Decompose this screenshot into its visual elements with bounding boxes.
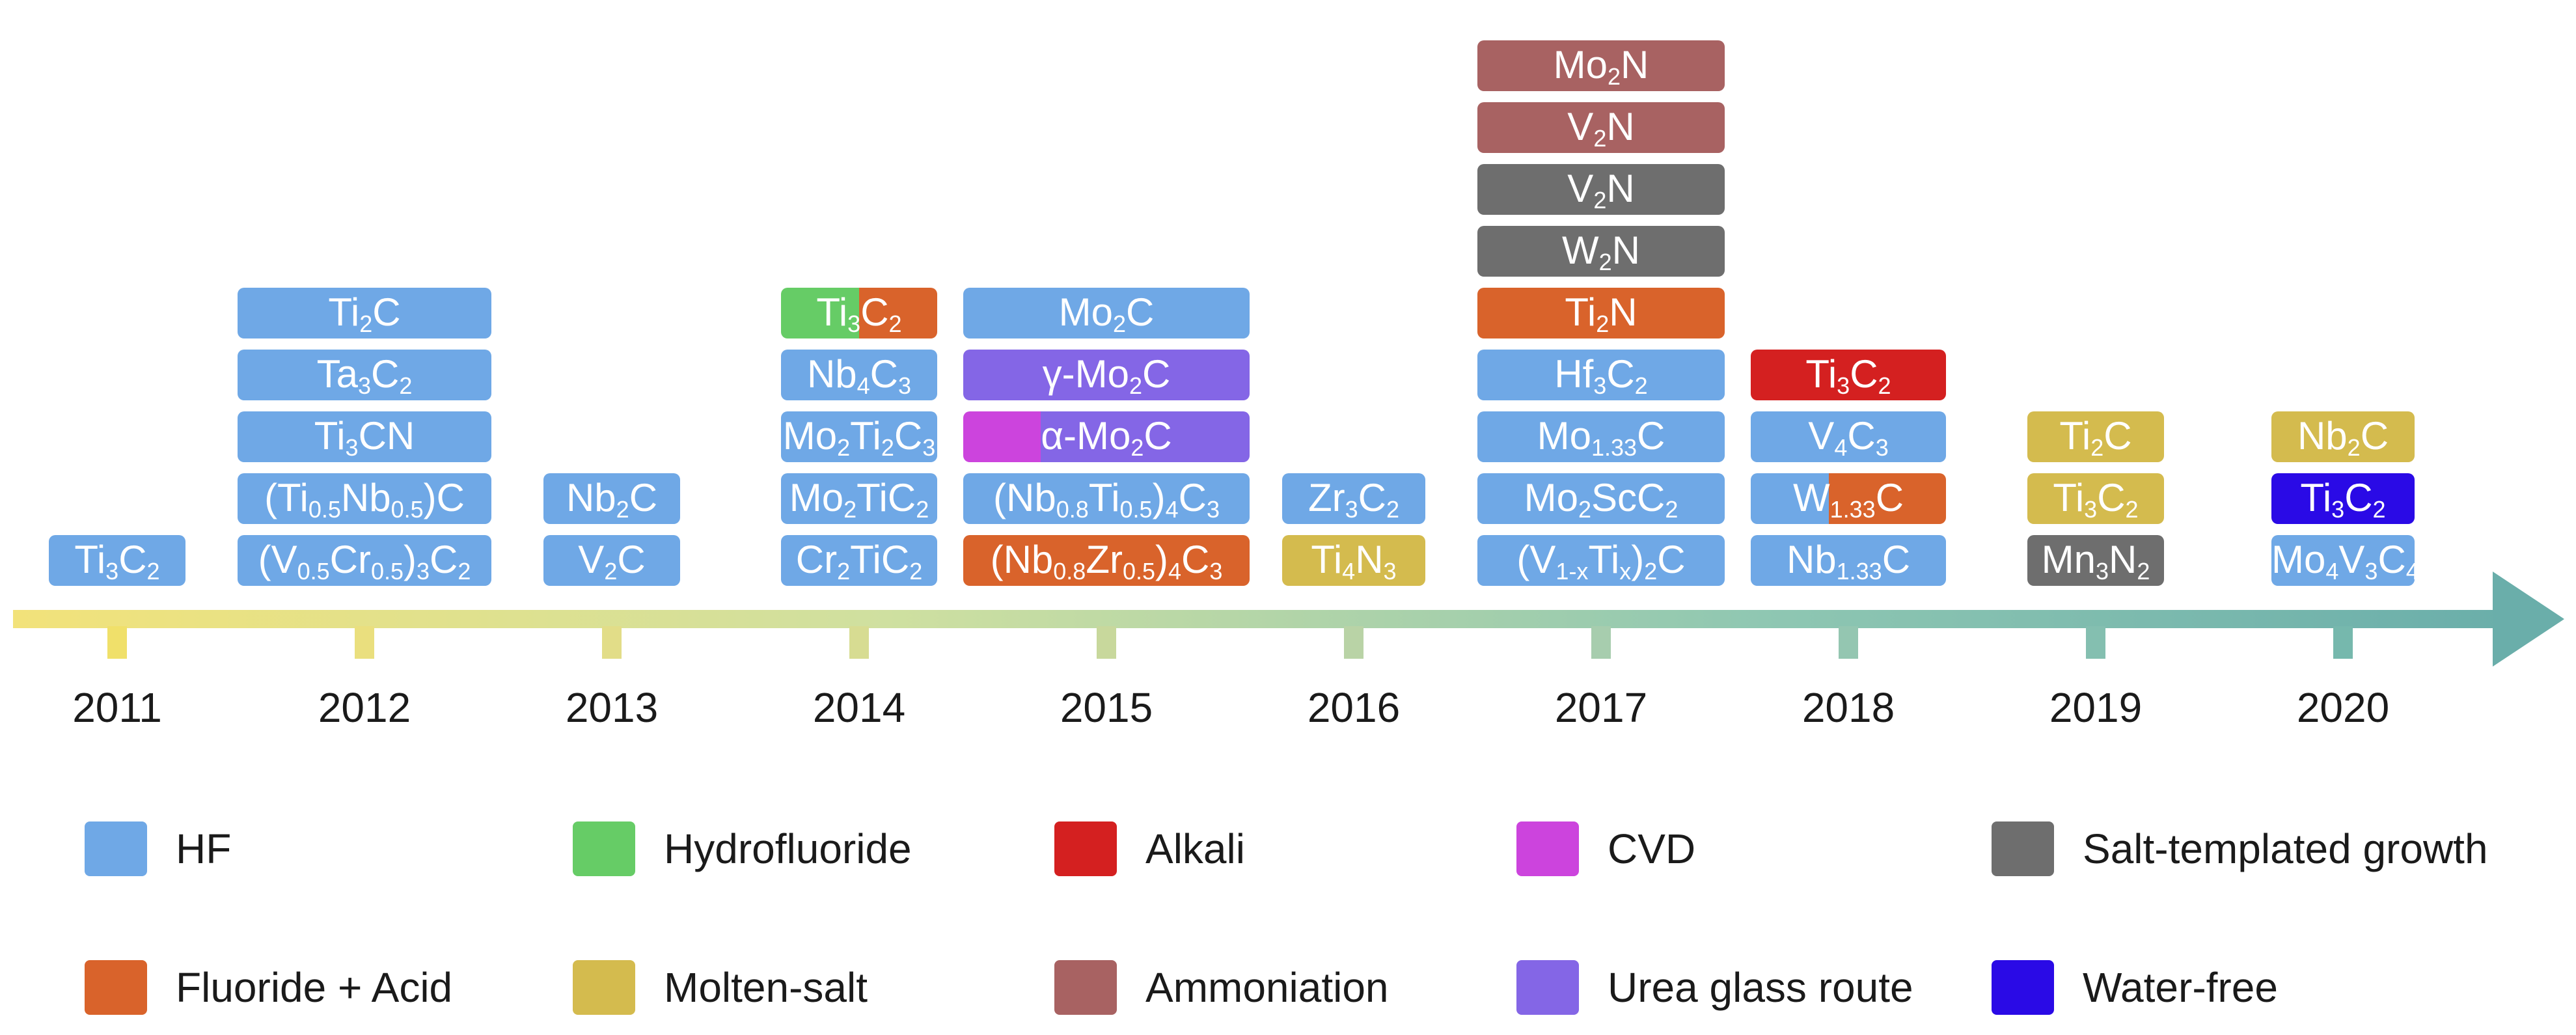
legend-swatch-1 [573, 821, 635, 876]
year-label-2017: 2017 [1554, 684, 1648, 731]
compound-box-2014-1: Mo2TiC2 [781, 473, 937, 524]
compound-box-2017-5: W2N [1477, 226, 1725, 277]
compound-box-2017-0: (V1-xTix)2C [1477, 535, 1725, 586]
year-tick-2015 [1097, 626, 1116, 659]
legend-label-6: Molten-salt [664, 964, 868, 1011]
compound-box-2011-0: Ti3C2 [49, 535, 185, 586]
year-label-2012: 2012 [318, 684, 411, 731]
compound-box-2019-1: Ti3C2 [2027, 473, 2164, 524]
legend-label-2: Alkali [1145, 825, 1245, 872]
compound-box-2017-3: Hf3C2 [1477, 350, 1725, 400]
legend-swatch-9 [1992, 960, 2054, 1015]
year-tick-2011 [107, 626, 127, 659]
compound-box-2016-0: Ti4N3 [1282, 535, 1425, 586]
year-tick-2016 [1344, 626, 1363, 659]
compound-box-2014-3: Nb4C3 [781, 350, 937, 400]
compound-box-2012-3: Ta3C2 [238, 350, 491, 400]
compound-box-2020-0: Mo4V3C4 [2271, 535, 2415, 586]
compound-box-2015-2: α-Mo2C [963, 411, 1250, 462]
timeline-arrowhead [2493, 572, 2564, 667]
year-label-2018: 2018 [1802, 684, 1895, 731]
compound-box-2012-0: (V0.5Cr0.5)3C2 [238, 535, 491, 586]
compound-box-2014-4: Ti3C2 [781, 288, 937, 338]
year-tick-2012 [355, 626, 374, 659]
legend-swatch-8 [1516, 960, 1579, 1015]
compound-box-2018-0: Nb1.33C [1751, 535, 1946, 586]
legend-swatch-3 [1516, 821, 1579, 876]
legend-label-0: HF [176, 825, 232, 872]
compound-box-2014-0: Cr2TiC2 [781, 535, 937, 586]
compound-box-2018-3: Ti3C2 [1751, 350, 1946, 400]
year-tick-2014 [849, 626, 869, 659]
compound-box-2019-2: Ti2C [2027, 411, 2164, 462]
legend-swatch-7 [1054, 960, 1117, 1015]
legend-swatch-2 [1054, 821, 1117, 876]
compound-box-2015-4: Mo2C [963, 288, 1250, 338]
year-tick-2019 [2086, 626, 2105, 659]
year-label-2020: 2020 [2296, 684, 2390, 731]
year-tick-2013 [602, 626, 622, 659]
compound-box-2015-0: (Nb0.8Zr0.5)4C3 [963, 535, 1250, 586]
legend-swatch-5 [85, 960, 147, 1015]
year-label-2019: 2019 [2049, 684, 2143, 731]
legend-swatch-0 [85, 821, 147, 876]
compound-box-2020-2: Nb2C [2271, 411, 2415, 462]
compound-box-2017-1: Mo2ScC2 [1477, 473, 1725, 524]
compound-box-2019-0: Mn3N2 [2027, 535, 2164, 586]
compound-box-2012-1: (Ti0.5Nb0.5)C [238, 473, 491, 524]
compound-box-2017-7: V2N [1477, 102, 1725, 153]
timeline-bar [13, 610, 2512, 628]
legend-label-3: CVD [1608, 825, 1696, 872]
year-label-2014: 2014 [812, 684, 906, 731]
compound-box-2012-4: Ti2C [238, 288, 491, 338]
compound-box-2017-6: V2N [1477, 164, 1725, 215]
compound-box-2014-2: Mo2Ti2C3 [781, 411, 937, 462]
compound-box-2013-0: V2C [543, 535, 680, 586]
legend-swatch-4 [1992, 821, 2054, 876]
compound-box-2015-1: (Nb0.8Ti0.5)4C3 [963, 473, 1250, 524]
legend-label-5: Fluoride + Acid [176, 964, 453, 1011]
year-tick-2018 [1839, 626, 1858, 659]
legend-label-7: Ammoniation [1145, 964, 1389, 1011]
year-tick-2017 [1591, 626, 1611, 659]
legend-swatch-6 [573, 960, 635, 1015]
compound-box-2017-8: Mo2N [1477, 40, 1725, 91]
compound-box-2018-1: W1.33C [1751, 473, 1946, 524]
legend-label-1: Hydrofluoride [664, 825, 912, 872]
compound-box-2017-4: Ti2N [1477, 288, 1725, 338]
compound-box-2020-1: Ti3C2 [2271, 473, 2415, 524]
compound-box-2017-2: Mo1.33C [1477, 411, 1725, 462]
year-label-2015: 2015 [1060, 684, 1153, 731]
legend-label-4: Salt-templated growth [2083, 825, 2488, 872]
compound-box-2012-2: Ti3CN [238, 411, 491, 462]
year-tick-2020 [2333, 626, 2353, 659]
compound-box-2015-3: γ-Mo2C [963, 350, 1250, 400]
year-label-2016: 2016 [1307, 684, 1401, 731]
legend-label-9: Water-free [2083, 964, 2278, 1011]
legend-label-8: Urea glass route [1608, 964, 1913, 1011]
compound-box-2016-1: Zr3C2 [1282, 473, 1425, 524]
year-label-2013: 2013 [565, 684, 659, 731]
compound-box-2013-1: Nb2C [543, 473, 680, 524]
compound-box-2018-2: V4C3 [1751, 411, 1946, 462]
year-label-2011: 2011 [72, 684, 162, 731]
